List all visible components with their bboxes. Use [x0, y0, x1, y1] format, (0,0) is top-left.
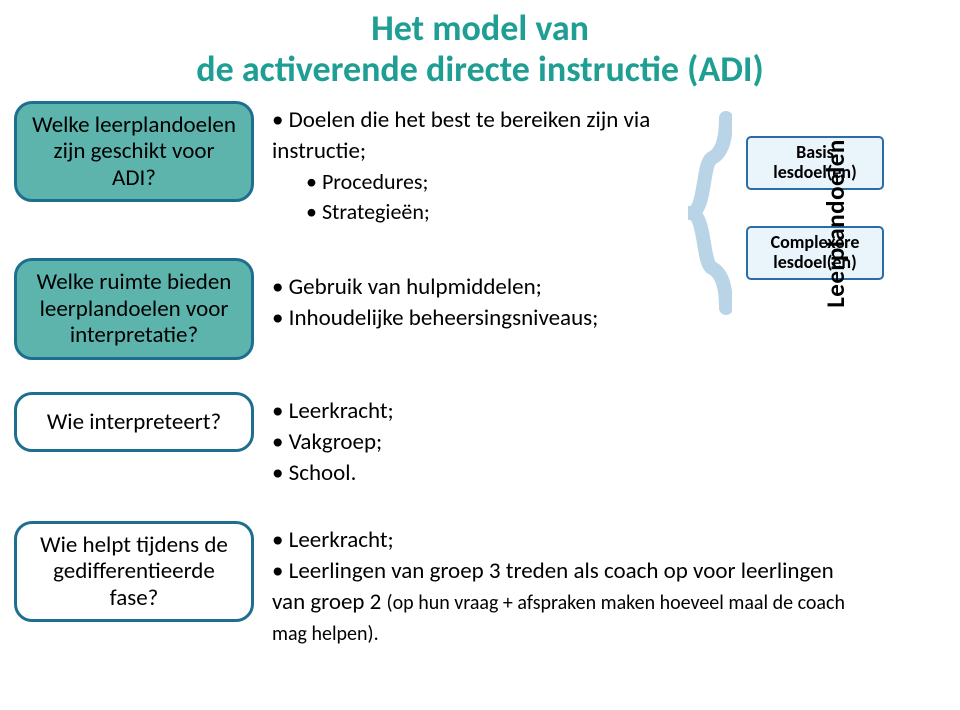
answer-1: Doelen die het best te bereiken zijn via…	[272, 101, 652, 226]
vertical-label: Leerplandoelen	[820, 139, 851, 308]
question-3: Wie interpreteert?	[14, 392, 254, 452]
title-line2: de activerende directe instructie (ADI)	[196, 47, 763, 91]
question-1: Welke leerplandoelen zijn geschikt voor …	[14, 101, 254, 202]
goalbox-complex: Complexere lesdoel(en)	[746, 226, 884, 280]
answer-2: Gebruik van hulpmiddelen; Inhoudelijke b…	[272, 258, 692, 334]
goals-diagram: Basis lesdoel(en) Complexere lesdoel(en)…	[688, 108, 948, 318]
answer-4: Leerkracht; Leerlingen van groep 3 trede…	[272, 521, 872, 649]
brace-icon	[688, 108, 732, 318]
question-4: Wie helpt tijdens de gedifferentieerde f…	[14, 521, 254, 622]
goalbox-basis: Basis lesdoel(en)	[746, 136, 884, 190]
slide-title: Het model van de activerende directe ins…	[0, 0, 960, 91]
answer-3: Leerkracht; Vakgroep; School.	[272, 392, 692, 489]
question-2: Welke ruimte bieden leerplandoelen voor …	[14, 258, 254, 359]
title-line1: Het model van	[371, 6, 589, 50]
